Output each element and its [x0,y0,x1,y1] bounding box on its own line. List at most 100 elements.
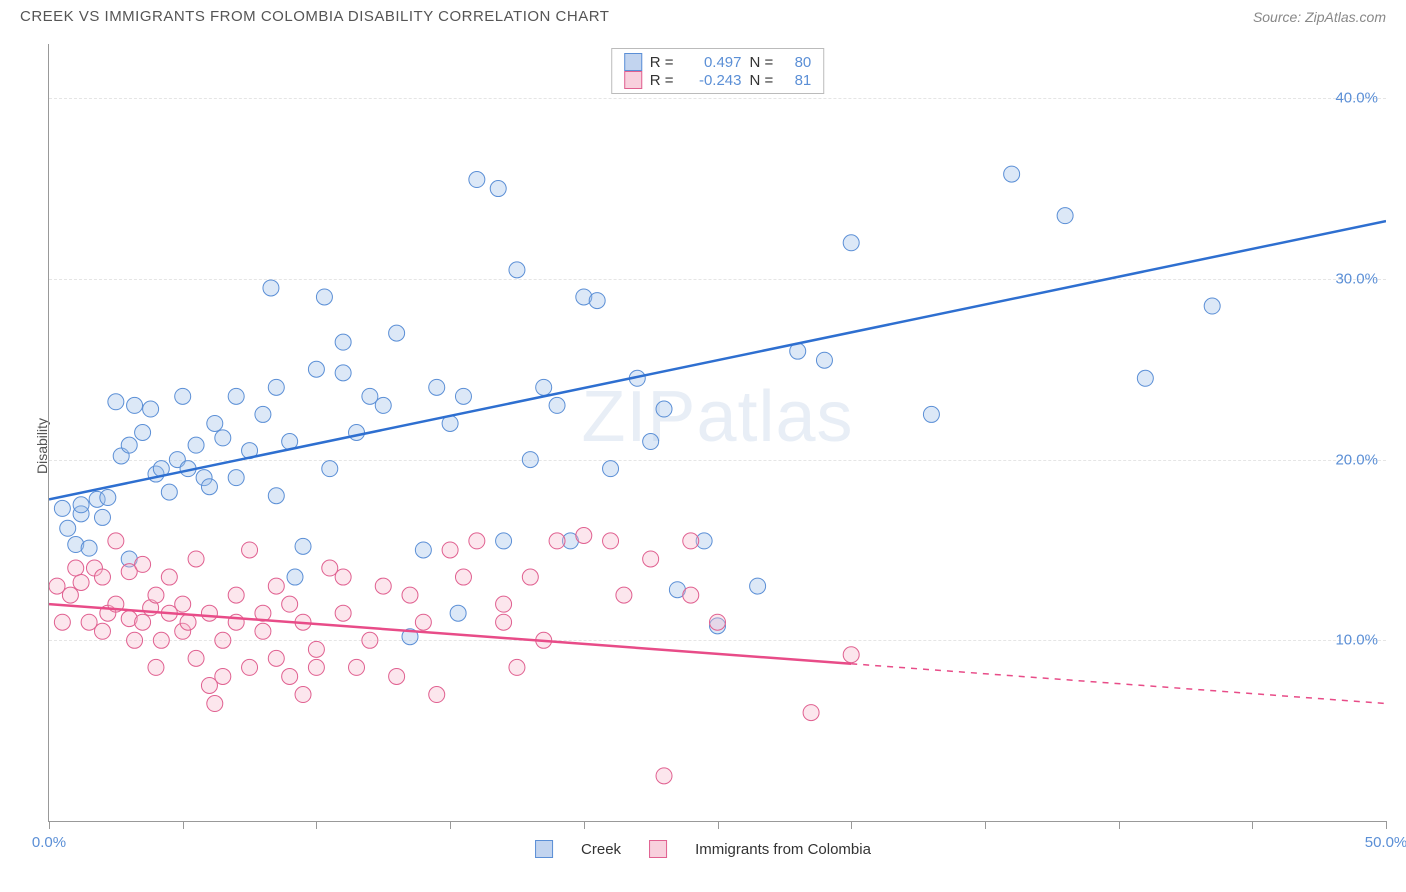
scatter-point [268,488,284,504]
scatter-point [215,668,231,684]
scatter-point [469,533,485,549]
legend-label-creek: Creek [581,841,621,858]
x-tick-label: 50.0% [1365,834,1406,851]
stat-n-value: 81 [781,72,811,89]
scatter-point [215,430,231,446]
stats-row-creek: R = 0.497 N = 80 [624,53,812,71]
x-tick [1252,821,1253,829]
scatter-point [175,596,191,612]
scatter-point [683,533,699,549]
scatter-point [282,668,298,684]
scatter-point [450,605,466,621]
scatter-point [389,325,405,341]
scatter-point [750,578,766,594]
stat-r-label: R = [650,72,674,89]
correlation-stats-legend: R = 0.497 N = 80 R = -0.243 N = 81 [611,48,825,94]
scatter-point [1204,298,1220,314]
scatter-point [522,569,538,585]
scatter-point [121,437,137,453]
scatter-point [153,632,169,648]
stat-n-label: N = [750,54,774,71]
x-tick [450,821,451,829]
scatter-point [54,500,70,516]
x-tick [985,821,986,829]
scatter-point [161,569,177,585]
scatter-point [455,569,471,585]
scatter-point [496,533,512,549]
scatter-point [496,596,512,612]
scatter-point [135,425,151,441]
scatter-point [816,352,832,368]
x-tick [584,821,585,829]
scatter-point [201,479,217,495]
scatter-point [389,668,405,684]
scatter-point [683,587,699,603]
scatter-point [175,388,191,404]
scatter-point [496,614,512,630]
scatter-point [429,687,445,703]
scatter-point [228,587,244,603]
scatter-point [62,587,78,603]
scatter-point [73,574,89,590]
x-tick-label: 0.0% [32,834,66,851]
scatter-point [73,497,89,513]
scatter-point [127,397,143,413]
scatter-point [94,509,110,525]
scatter-point [148,587,164,603]
scatter-point [536,379,552,395]
scatter-point [295,538,311,554]
swatch-pink-icon [624,71,642,89]
trend-line [49,221,1386,499]
swatch-blue-icon [624,53,642,71]
scatter-point [576,527,592,543]
x-tick [1119,821,1120,829]
scatter-point [522,452,538,468]
x-tick [49,821,50,829]
x-tick [718,821,719,829]
scatter-point [643,434,659,450]
scatter-point [60,520,76,536]
scatter-point [843,647,859,663]
scatter-point [108,394,124,410]
scatter-plot-svg [49,44,1386,821]
scatter-point [509,659,525,675]
scatter-point [207,415,223,431]
scatter-point [603,461,619,477]
scatter-point [242,659,258,675]
scatter-point [255,623,271,639]
scatter-point [143,401,159,417]
scatter-point [228,470,244,486]
x-tick [316,821,317,829]
scatter-point [282,596,298,612]
stat-r-value: -0.243 [682,72,742,89]
scatter-point [100,490,116,506]
scatter-point [94,569,110,585]
scatter-point [68,560,84,576]
source-attribution: Source: ZipAtlas.com [1253,9,1386,25]
scatter-point [415,542,431,558]
scatter-point [127,632,143,648]
scatter-point [589,293,605,309]
scatter-point [135,556,151,572]
scatter-point [268,650,284,666]
scatter-point [316,289,332,305]
scatter-point [656,401,672,417]
scatter-point [335,605,351,621]
trend-line-dashed [851,664,1386,704]
scatter-point [228,388,244,404]
scatter-point [616,587,632,603]
scatter-point [843,235,859,251]
scatter-point [415,614,431,630]
scatter-point [375,578,391,594]
scatter-point [335,569,351,585]
stat-r-label: R = [650,54,674,71]
scatter-point [308,659,324,675]
scatter-point [268,379,284,395]
scatter-point [54,614,70,630]
scatter-point [349,659,365,675]
scatter-point [362,632,378,648]
scatter-point [255,406,271,422]
stat-r-value: 0.497 [682,54,742,71]
scatter-point [308,641,324,657]
scatter-point [509,262,525,278]
